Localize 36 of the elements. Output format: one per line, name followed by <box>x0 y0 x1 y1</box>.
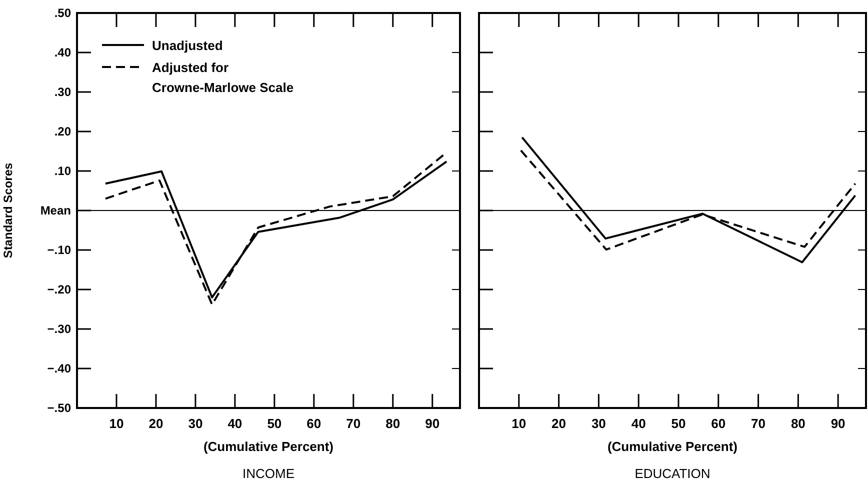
x-tick-label: 20 <box>552 416 566 431</box>
y-tick-label: −.40 <box>47 362 72 376</box>
y-tick-label: .40 <box>54 46 72 60</box>
x-tick-label: 20 <box>148 416 164 431</box>
x-axis-title: (Cumulative Percent) <box>203 439 334 454</box>
x-tick-label: 70 <box>751 416 766 431</box>
x-axis-title: (Cumulative Percent) <box>607 439 738 454</box>
x-tick-label: 90 <box>830 416 846 431</box>
x-tick-label: 50 <box>267 416 282 431</box>
x-tick-label: 10 <box>512 416 526 431</box>
y-tick-label: −.20 <box>47 282 72 296</box>
x-tick-label: 30 <box>591 416 606 431</box>
y-tick-label: −.30 <box>47 322 72 336</box>
x-tick-label: 60 <box>711 416 726 431</box>
text: INCOME <box>242 466 295 481</box>
y-tick-label: −.50 <box>47 401 72 415</box>
x-tick-label: 50 <box>671 416 686 431</box>
x-tick-label: 60 <box>306 416 322 431</box>
x-tick-label: 40 <box>631 416 646 431</box>
y-tick-label: .20 <box>54 124 72 138</box>
x-tick-label: 70 <box>346 416 361 431</box>
x-tick-label: 40 <box>228 416 242 431</box>
x-tick-label: 80 <box>386 416 400 431</box>
text: EDUCATION <box>634 466 710 481</box>
x-tick-label: 10 <box>109 416 124 431</box>
legend-label: Unadjusted <box>152 38 223 53</box>
x-tick-label: 90 <box>425 416 440 431</box>
x-tick-label: 80 <box>790 416 806 431</box>
y-tick-label: −.10 <box>47 243 72 257</box>
y-tick-label: .50 <box>54 6 72 20</box>
y-axis-title: Standard Scores <box>1 162 15 258</box>
legend-label: Adjusted for Crowne-Marlowe Scale <box>152 60 294 95</box>
y-tick-label: .30 <box>54 85 72 99</box>
x-tick-label: 30 <box>188 416 203 431</box>
y-tick-label: .10 <box>54 164 72 178</box>
y-tick-label: Mean <box>40 204 71 218</box>
